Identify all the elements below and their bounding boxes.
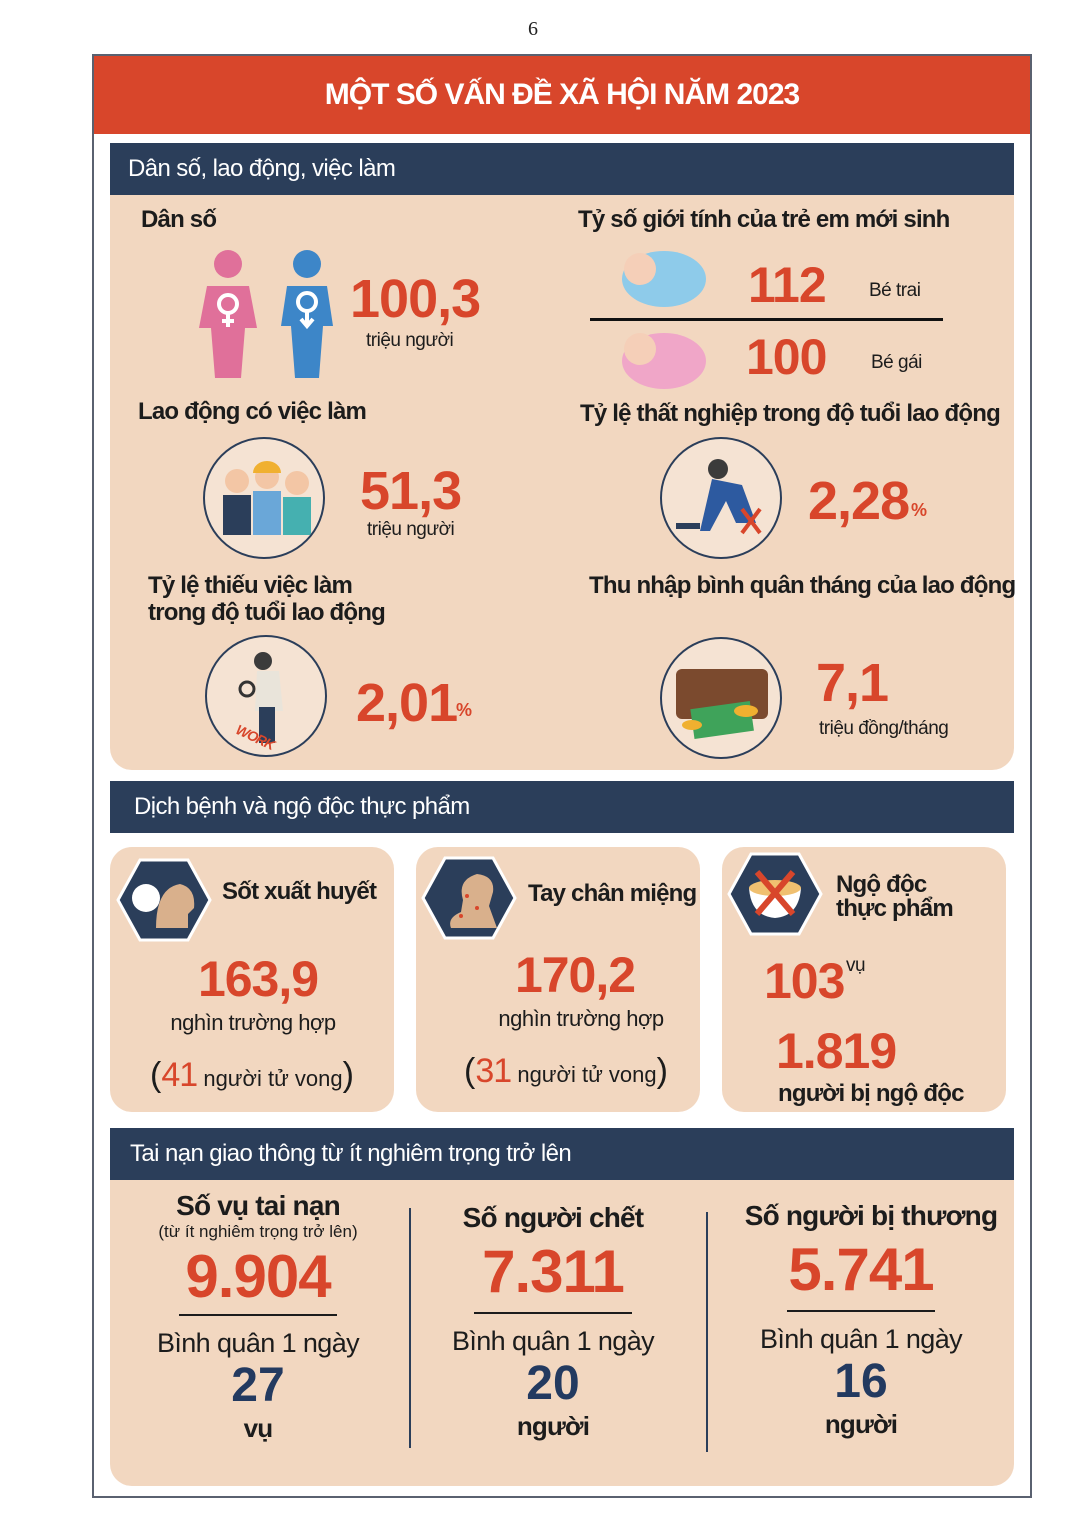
job-search-icon: WORK [205,635,327,757]
accidents-avg-label: Bình quân 1 ngày [156,1328,360,1358]
food-label-1: Ngộ độc [836,871,927,898]
boys-value: 112 [748,257,827,313]
ratio-divider [590,318,943,321]
wallet-money-icon [660,637,782,759]
food-people-label: người bị ngộ độc [778,1080,964,1107]
deaths-label: Số người chết [462,1202,644,1233]
deaths-avg-unit: người [516,1411,590,1441]
female-male-icon [199,250,333,378]
income-unit: triệu đồng/tháng [819,718,949,739]
boys-label: Bé trai [869,280,921,301]
injured-value: 5.741 [788,1236,934,1303]
dengue-deaths-label: người tử vong [203,1066,343,1091]
employed-unit: triệu người [367,519,455,540]
hfmd-value: 170,2 [514,947,636,1003]
page-number: 6 [528,18,538,40]
divider [179,1314,337,1316]
injured-avg-label: Bình quân 1 ngày [759,1324,963,1354]
page-frame [92,54,1032,1498]
dengue-deaths-value: 41 [161,1056,198,1094]
unemployed-person-icon [660,437,782,559]
food-cases-unit: vụ [846,955,866,976]
hfmd-deaths-label: người tử vong [517,1062,657,1087]
accidents-value: 9.904 [185,1243,331,1310]
column-divider [706,1212,708,1452]
accidents-avg-unit: vụ [243,1413,274,1443]
hfmd-deaths: (31 người tử vong) [464,1052,668,1090]
workers-icon [203,437,325,559]
divider [474,1312,632,1314]
underemployment-label-2: trong độ tuổi lao động [148,599,386,626]
column-divider [409,1208,411,1448]
dengue-label: Sốt xuất huyết [222,878,377,905]
girls-value: 100 [746,329,827,385]
employed-label: Lao động có việc làm [138,398,367,425]
population-value: 100,3 [350,269,481,329]
babies-icon [622,251,706,389]
rash-person-icon [421,856,517,940]
dengue-unit: nghìn trường hợp [170,1010,336,1035]
injured-avg-unit: người [824,1409,898,1439]
unemployment-percent: % [911,500,927,520]
accidents-avg-value: 27 [231,1359,285,1412]
underemployment-percent: % [456,700,472,720]
food-cases-value: 103 [764,953,845,1009]
income-label: Thu nhập bình quân tháng của lao động [589,572,1016,599]
unemployment-value: 2,28 [808,471,910,531]
traffic-panel [110,1180,1014,1486]
food-label-2: thực phẩm [836,895,954,922]
accidents-label: Số vụ tai nạn [176,1190,341,1221]
dengue-value: 163,9 [197,951,319,1007]
deaths-avg-value: 20 [526,1357,580,1410]
deaths-value: 7.311 [482,1238,625,1305]
section-header-disease: Dịch bệnh và ngộ độc thực phẩm [110,781,1014,833]
employed-value: 51,3 [360,461,462,521]
accidents-sublabel: (từ ít nghiêm trọng trở lên) [158,1222,358,1241]
section-header-traffic: Tai nạn giao thông từ ít nghiêm trọng tr… [110,1128,1014,1180]
deaths-avg-label: Bình quân 1 ngày [451,1326,655,1356]
sex-ratio-label: Tỷ số giới tính của trẻ em mới sinh [578,206,950,233]
population-label: Dân số [141,206,217,233]
food-people-value: 1.819 [776,1023,897,1079]
underemployment-value: 2,01 [356,673,458,733]
divider [787,1310,935,1312]
fever-mosquito-icon [116,858,212,942]
traffic-col-injured: Số người bị thương 5.741 Bình quân 1 ngà… [716,1200,1026,1440]
hfmd-deaths-value: 31 [475,1052,512,1090]
section-header-population: Dân số, lao động, việc làm [110,143,1014,195]
page-title: MỘT SỐ VẤN ĐỀ XÃ HỘI NĂM 2023 [94,56,1030,134]
injured-label: Số người bị thương [744,1200,998,1231]
hfmd-unit: nghìn trường hợp [498,1006,664,1031]
traffic-col-deaths: Số người chết 7.311 Bình quân 1 ngày 20 … [405,1202,701,1442]
hfmd-label: Tay chân miệng [528,880,697,907]
injured-avg-value: 16 [834,1355,888,1408]
population-unit: triệu người [366,330,454,351]
traffic-col-accidents: Số vụ tai nạn (từ ít nghiêm trọng trở lê… [110,1190,406,1444]
bad-food-icon [727,852,823,936]
unemployment-label: Tỷ lệ thất nghiệp trong độ tuổi lao động [580,400,1001,427]
underemployment-label-1: Tỷ lệ thiếu việc làm [148,572,353,599]
income-value: 7,1 [816,653,889,713]
girls-label: Bé gái [871,352,922,373]
dengue-deaths: (41 người tử vong) [150,1056,354,1094]
